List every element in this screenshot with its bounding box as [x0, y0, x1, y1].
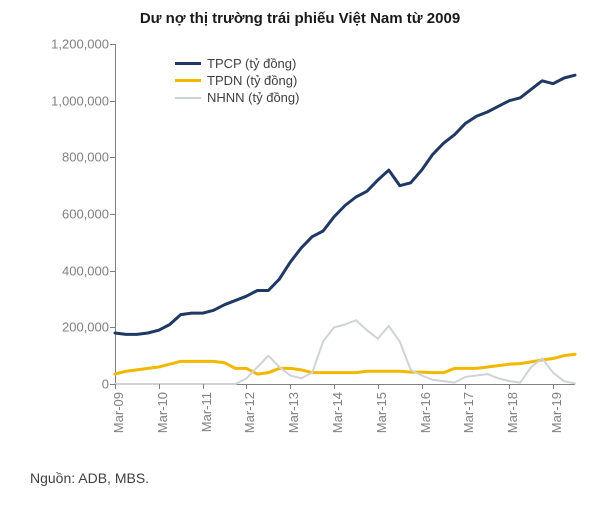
chart-container: Dư nợ thị trường trái phiếu Việt Nam từ … [0, 0, 600, 506]
y-tick-label: 400,000 [62, 263, 115, 278]
x-tick-label: Mar-17 [461, 392, 476, 433]
x-tick-mark [422, 384, 423, 389]
x-tick-label: Mar-13 [286, 392, 301, 433]
legend-swatch [175, 79, 201, 82]
legend-label: TPCP (tỷ đồng) [207, 56, 296, 71]
y-tick-label: 1,000,000 [51, 93, 115, 108]
legend-swatch [175, 62, 201, 65]
x-tick-mark [553, 384, 554, 389]
x-tick-label: Mar-18 [505, 392, 520, 433]
x-tick-label: Mar-16 [418, 392, 433, 433]
x-tick-label: Mar-09 [111, 392, 126, 433]
legend-item: TPDN (tỷ đồng) [175, 73, 299, 88]
legend-label: NHNN (tỷ đồng) [207, 90, 299, 105]
x-tick-mark [159, 384, 160, 389]
x-tick-mark [203, 384, 204, 389]
x-tick-mark [465, 384, 466, 389]
x-tick-label: Mar-11 [199, 392, 214, 432]
legend-item: NHNN (tỷ đồng) [175, 90, 299, 105]
series-TPCP [115, 75, 575, 334]
legend-label: TPDN (tỷ đồng) [207, 73, 297, 88]
x-tick-mark [509, 384, 510, 389]
x-tick-mark [378, 384, 379, 389]
x-tick-label: Mar-15 [374, 392, 389, 433]
x-tick-label: Mar-19 [549, 392, 564, 433]
x-tick-mark [334, 384, 335, 389]
x-tick-mark [290, 384, 291, 389]
chart-title: Dư nợ thị trường trái phiếu Việt Nam từ … [0, 10, 600, 27]
legend-swatch [175, 97, 201, 99]
y-tick-label: 1,200,000 [51, 37, 115, 52]
x-tick-label: Mar-10 [155, 392, 170, 433]
legend: TPCP (tỷ đồng) TPDN (tỷ đồng) NHNN (tỷ đồn… [175, 56, 299, 107]
x-tick-mark [115, 384, 116, 389]
y-tick-label: 600,000 [62, 207, 115, 222]
series-TPDN [115, 354, 575, 374]
y-tick-label: 0 [102, 377, 115, 392]
source-note: Nguồn: ADB, MBS. [30, 470, 149, 486]
y-tick-label: 200,000 [62, 320, 115, 335]
x-tick-label: Mar-12 [242, 392, 257, 433]
x-tick-label: Mar-14 [330, 392, 345, 433]
series-NHNN [115, 320, 575, 384]
legend-item: TPCP (tỷ đồng) [175, 56, 299, 71]
x-tick-mark [246, 384, 247, 389]
y-tick-label: 800,000 [62, 150, 115, 165]
